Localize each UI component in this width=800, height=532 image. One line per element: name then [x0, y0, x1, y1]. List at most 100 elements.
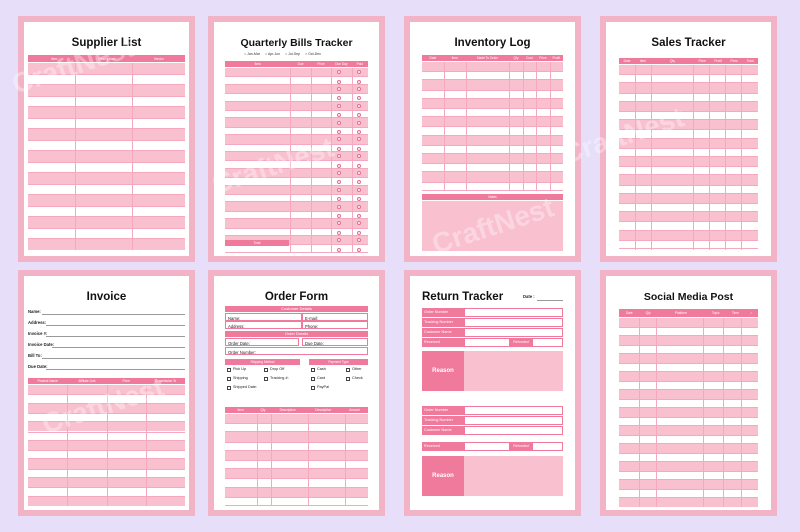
table-row[interactable] — [619, 327, 758, 336]
table-row[interactable] — [619, 453, 758, 462]
table-row[interactable] — [225, 236, 368, 245]
table-row[interactable] — [225, 110, 368, 119]
paid-radio[interactable] — [337, 187, 342, 192]
table-row[interactable] — [28, 151, 185, 162]
table-row[interactable] — [225, 152, 368, 161]
paid-radio[interactable] — [357, 154, 362, 159]
table-row[interactable] — [619, 74, 758, 84]
table-row[interactable] — [28, 140, 185, 151]
reason-input[interactable] — [464, 456, 563, 496]
paid-radio[interactable] — [357, 70, 362, 75]
paid-radio[interactable] — [337, 103, 342, 108]
table-row[interactable] — [225, 432, 368, 442]
table-row[interactable] — [619, 111, 758, 121]
table-row[interactable] — [28, 184, 185, 195]
paid-radio[interactable] — [357, 221, 362, 226]
paid-radio[interactable] — [337, 204, 342, 209]
paid-radio[interactable] — [337, 129, 342, 134]
paid-radio[interactable] — [357, 230, 362, 235]
paid-radio[interactable] — [337, 221, 342, 226]
table-row[interactable] — [422, 154, 563, 164]
table-row[interactable] — [225, 460, 368, 470]
table-row[interactable] — [225, 423, 368, 433]
email-cell[interactable]: E-mail: — [302, 313, 368, 321]
tracking-checkbox[interactable] — [264, 377, 268, 381]
refunded-input[interactable] — [532, 338, 563, 347]
table-row[interactable] — [225, 76, 368, 85]
paid-radio[interactable] — [357, 187, 362, 192]
due-date-cell[interactable]: Due Date: — [302, 338, 368, 346]
tracking-number-input[interactable] — [464, 318, 563, 327]
table-row[interactable] — [225, 202, 368, 211]
paid-radio[interactable] — [337, 96, 342, 101]
field-line[interactable] — [42, 314, 185, 315]
paid-radio[interactable] — [337, 154, 342, 159]
table-row[interactable] — [619, 221, 758, 231]
paid-radio[interactable] — [337, 79, 342, 84]
paid-radio[interactable] — [357, 197, 362, 202]
table-row[interactable] — [225, 450, 368, 460]
table-row[interactable] — [619, 175, 758, 185]
table-row[interactable] — [422, 89, 563, 99]
table-row[interactable] — [619, 92, 758, 102]
table-row[interactable] — [619, 83, 758, 93]
table-row[interactable] — [619, 435, 758, 444]
tracking-number-input[interactable] — [464, 416, 563, 425]
table-row[interactable] — [225, 185, 368, 194]
table-row[interactable] — [28, 195, 185, 206]
table-row[interactable] — [619, 157, 758, 167]
table-row[interactable] — [619, 129, 758, 139]
table-row[interactable] — [422, 172, 563, 182]
table-row[interactable] — [619, 354, 758, 363]
table-row[interactable] — [619, 336, 758, 345]
customer-name-input[interactable] — [464, 328, 563, 337]
table-row[interactable] — [619, 184, 758, 194]
paid-radio[interactable] — [337, 180, 342, 185]
table-row[interactable] — [28, 63, 185, 74]
table-row[interactable] — [225, 194, 368, 203]
order-number-cell[interactable]: Order Number: — [225, 347, 368, 355]
table-row[interactable] — [619, 212, 758, 222]
table-row[interactable] — [225, 135, 368, 144]
table-row[interactable] — [619, 101, 758, 111]
table-row[interactable] — [225, 84, 368, 94]
table-row[interactable] — [225, 177, 368, 186]
table-row[interactable] — [28, 239, 185, 250]
paid-radio[interactable] — [337, 197, 342, 202]
table-row[interactable] — [225, 101, 368, 110]
paid-radio[interactable] — [337, 163, 342, 168]
table-row[interactable] — [619, 444, 758, 453]
paid-radio[interactable] — [357, 204, 362, 209]
name-cell[interactable]: Name: — [225, 313, 302, 321]
paid-radio[interactable] — [337, 137, 342, 142]
table-row[interactable] — [619, 417, 758, 426]
paid-radio[interactable] — [337, 70, 342, 75]
table-row[interactable] — [225, 496, 368, 506]
table-row[interactable] — [422, 135, 563, 145]
quarter-option-1[interactable]: ○ Jan-Mar — [244, 52, 260, 56]
table-row[interactable] — [225, 219, 368, 228]
paid-radio[interactable] — [357, 170, 362, 175]
table-row[interactable] — [225, 414, 368, 424]
paid-radio[interactable] — [337, 230, 342, 235]
paid-radio[interactable] — [357, 137, 362, 142]
table-row[interactable] — [225, 143, 368, 152]
table-row[interactable] — [225, 227, 368, 236]
pickup-checkbox[interactable] — [227, 368, 231, 372]
paid-radio[interactable] — [357, 86, 362, 91]
paid-radio[interactable] — [337, 146, 342, 151]
other-checkbox[interactable] — [346, 368, 350, 372]
quarter-option-4[interactable]: ○ Oct-Dec — [305, 52, 322, 56]
table-row[interactable] — [225, 478, 368, 488]
table-row[interactable] — [225, 441, 368, 451]
order-date-cell[interactable]: Order Date: — [225, 338, 299, 346]
table-row[interactable] — [225, 487, 368, 497]
table-row[interactable] — [422, 108, 563, 118]
table-row[interactable] — [422, 126, 563, 136]
dropoff-checkbox[interactable] — [264, 368, 268, 372]
table-row[interactable] — [619, 372, 758, 381]
table-row[interactable] — [422, 163, 563, 173]
table-row[interactable] — [28, 118, 185, 129]
table-row[interactable] — [619, 426, 758, 435]
paid-radio[interactable] — [357, 113, 362, 118]
